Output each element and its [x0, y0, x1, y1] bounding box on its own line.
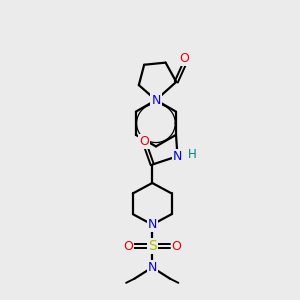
Text: S: S — [148, 239, 157, 253]
Text: N: N — [173, 150, 182, 163]
Text: O: O — [139, 135, 149, 148]
Text: O: O — [123, 239, 133, 253]
Text: O: O — [180, 52, 190, 64]
Text: N: N — [148, 218, 157, 231]
Text: O: O — [172, 239, 182, 253]
Text: N: N — [148, 261, 157, 274]
Text: N: N — [151, 94, 160, 106]
Text: H: H — [188, 148, 196, 161]
